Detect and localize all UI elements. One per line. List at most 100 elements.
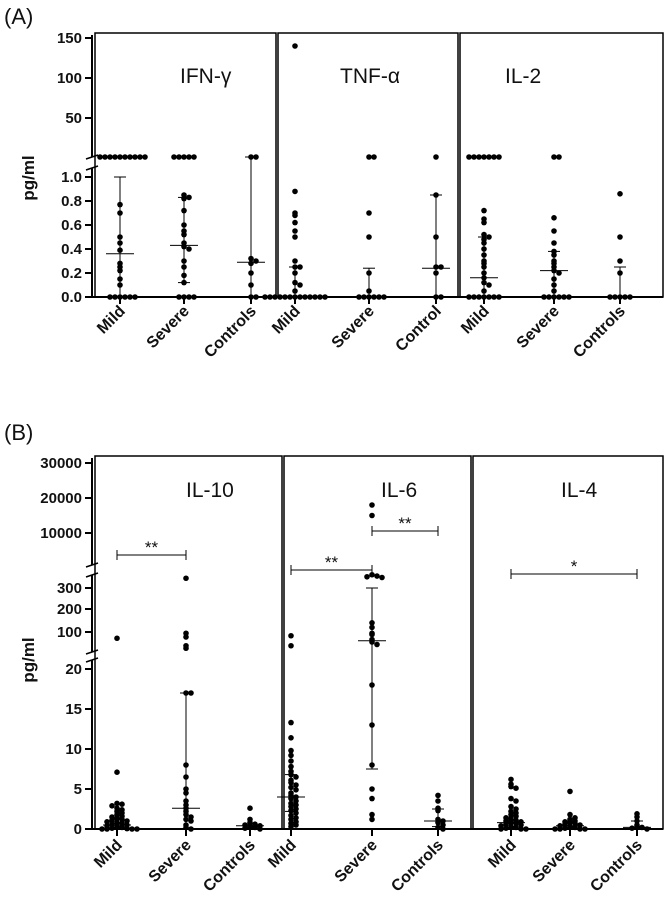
panel-b-data-point bbox=[247, 819, 253, 826]
panel-a-data-point bbox=[117, 234, 123, 240]
panel-a-data-point bbox=[433, 270, 439, 276]
panel-a-data-point bbox=[132, 294, 138, 300]
panel-b-data-point bbox=[247, 805, 253, 811]
panel-b-data-point bbox=[508, 795, 514, 802]
panel-a-data-point bbox=[366, 154, 372, 160]
panel-b-subplot-title: IL-6 bbox=[381, 479, 417, 502]
panel-a-data-point bbox=[122, 294, 128, 300]
panel-a-data-point bbox=[486, 282, 492, 288]
panel-a-data-point bbox=[481, 231, 487, 238]
panel-a-data-point bbox=[297, 282, 303, 288]
panel-a-data-point bbox=[481, 288, 487, 294]
panel-a-data-point bbox=[132, 154, 138, 160]
panel-a-data-point bbox=[481, 279, 487, 286]
panel-b-axis-break-mark bbox=[85, 649, 99, 655]
panel-a-data-point bbox=[186, 194, 192, 201]
panel-a-data-point bbox=[376, 294, 382, 300]
panel-b-y-tick-label: 200 bbox=[57, 601, 82, 618]
panel-b-data-point bbox=[369, 682, 375, 688]
panel-b-data-point bbox=[183, 774, 189, 780]
panel-a-data-point bbox=[248, 260, 254, 267]
panel-b-data-point bbox=[293, 787, 299, 793]
panel-a-x-tick-label: Severe bbox=[329, 303, 378, 352]
panel-b-data-point bbox=[567, 819, 573, 826]
panel-b-y-tick-label: 0 bbox=[74, 821, 82, 838]
panel-a-data-point bbox=[267, 294, 273, 300]
panel-a-data-point bbox=[181, 231, 187, 238]
panel-b-x-tick-label: Controls bbox=[200, 837, 259, 896]
panel-b-data-point bbox=[508, 819, 514, 826]
panel-b-data-point bbox=[288, 816, 294, 823]
panel-b-data-point bbox=[124, 818, 130, 824]
panel-b-data-point bbox=[188, 818, 194, 824]
panel-a-subplot-title: IFN-γ bbox=[180, 65, 232, 88]
panel-a-data-point bbox=[292, 212, 298, 219]
panel-b-data-point bbox=[293, 802, 299, 808]
panel-a-data-point bbox=[476, 154, 482, 160]
panel-a-data-point bbox=[481, 252, 487, 258]
panel-a-data-point bbox=[186, 154, 192, 160]
panel-b-y-tick-label: 10 bbox=[65, 741, 82, 758]
panel-b-data-point bbox=[374, 573, 380, 579]
panel-a-ylabel: pg/ml bbox=[19, 155, 38, 200]
panel-b-data-point bbox=[293, 794, 299, 800]
panel-a-data-point bbox=[253, 258, 259, 264]
panel-b-data-point bbox=[109, 825, 115, 831]
panel-a-data-point bbox=[366, 288, 372, 294]
panel-a-y-tick-label: 0.8 bbox=[61, 193, 82, 210]
panel-a-data-point bbox=[142, 154, 148, 160]
panel-b-data-point bbox=[288, 719, 294, 726]
panel-b-data-point bbox=[369, 786, 375, 792]
panel-b-data-point bbox=[109, 817, 115, 823]
panel-b-data-point bbox=[369, 722, 375, 728]
panel-b-data-point bbox=[379, 574, 385, 581]
panel-a-data-point bbox=[137, 154, 143, 160]
panel-b-data-point bbox=[572, 824, 578, 831]
panel-a-data-point bbox=[317, 294, 323, 300]
panel-a-x-tick-label: Severe bbox=[514, 303, 563, 352]
panel-a-data-point bbox=[181, 258, 187, 264]
panel-b-sig-label: ** bbox=[325, 553, 339, 572]
panel-a-data-point bbox=[181, 243, 187, 250]
panel-a-data-point bbox=[607, 294, 613, 300]
panel-b-axis-break-mark bbox=[85, 572, 99, 578]
panel-b-data-point bbox=[99, 826, 105, 832]
panel-b-ylabel: pg/ml bbox=[19, 637, 38, 682]
panel-b-data-point bbox=[508, 776, 514, 783]
panel-a-subplot-frame bbox=[459, 32, 664, 298]
panel-b-x-tick-label: Severe bbox=[530, 837, 579, 886]
panel-a-data-point bbox=[292, 188, 298, 195]
panel-a-data-point bbox=[481, 264, 487, 270]
panel-b-data-point bbox=[369, 639, 375, 645]
panel-a-data-point bbox=[302, 294, 308, 300]
panel-a-y-tick-label: 0.6 bbox=[61, 217, 82, 234]
panel-a-data-point bbox=[551, 288, 557, 294]
panel-b-data-point bbox=[119, 820, 125, 827]
panel-a-data-point bbox=[433, 192, 439, 198]
panel-a-data-point bbox=[491, 154, 497, 160]
panel-a-data-point bbox=[248, 255, 254, 262]
panel-b-data-point bbox=[440, 822, 446, 828]
panel-a-data-point bbox=[181, 279, 187, 286]
panel-b-data-point bbox=[293, 806, 299, 812]
panel-b-x-tick-label: Controls bbox=[388, 837, 447, 896]
panel-b-data-point bbox=[634, 823, 640, 830]
panel-a-data-point bbox=[356, 294, 362, 300]
panel-b-data-point bbox=[634, 818, 640, 824]
panel-a-data-point bbox=[551, 154, 557, 160]
panel-a-data-point bbox=[277, 294, 283, 300]
panel-a-data-point bbox=[481, 219, 487, 226]
panel-b-sig-label: * bbox=[571, 557, 578, 576]
panel-b-data-point bbox=[183, 790, 189, 796]
panel-a-data-point bbox=[566, 294, 572, 300]
panel-b-data-point bbox=[183, 816, 189, 823]
panel-b-data-point bbox=[288, 747, 294, 754]
panel-b-data-point bbox=[513, 813, 519, 819]
panel-b-data-point bbox=[124, 825, 130, 832]
panel-b-data-point bbox=[188, 690, 194, 696]
panel-b-data-point bbox=[567, 788, 573, 795]
panel-b-data-point bbox=[119, 824, 125, 831]
panel-b-data-point bbox=[114, 815, 120, 822]
panel-b-data-point bbox=[114, 819, 120, 826]
panel-b-y-tick-label: 15 bbox=[65, 701, 82, 718]
